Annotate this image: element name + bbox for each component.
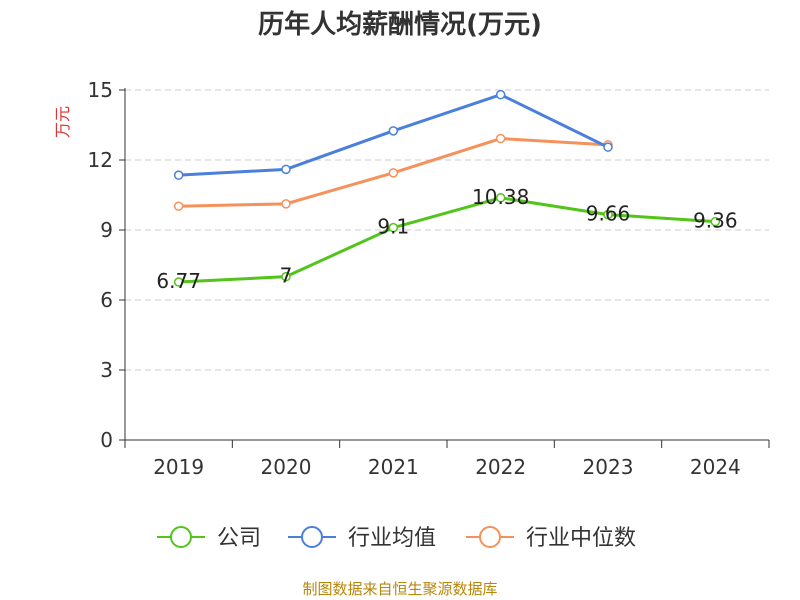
axes: 0 3 6 9 12 15 2019 2020 2021 2022 2023 2024 万元	[53, 78, 770, 479]
legend-label: 行业中位数	[526, 526, 636, 551]
legend-label: 公司	[217, 526, 261, 551]
data-point	[173, 201, 184, 211]
data-point	[388, 168, 399, 178]
y-axis-title: 万元	[53, 106, 72, 138]
legend-swatch-marker	[479, 526, 501, 548]
x-tick-label: 2024	[690, 455, 741, 479]
series-line	[178, 196, 716, 284]
data-point	[173, 277, 184, 287]
legend-swatch-marker	[301, 526, 323, 548]
data-label: 9.66	[586, 202, 631, 226]
y-tick-label: 6	[100, 288, 113, 312]
data-point	[388, 222, 399, 233]
source-note: 制图数据来自恒生聚源数据库	[302, 580, 498, 598]
y-tick-label: 15	[88, 78, 113, 102]
data-point	[281, 199, 291, 209]
data-point	[281, 271, 291, 282]
data-labels: 6.77 7 9.1 10.38 9.66 9.36	[156, 185, 737, 293]
data-point	[388, 126, 399, 136]
data-label: 7	[280, 264, 293, 288]
legend-swatch-marker	[170, 526, 192, 548]
data-point	[495, 133, 506, 144]
legend: 公司 行业均值 行业中位数	[157, 526, 636, 551]
data-point	[173, 170, 184, 180]
series-lines	[173, 89, 721, 287]
data-point	[710, 216, 721, 227]
y-tick-label: 9	[100, 218, 113, 242]
data-label: 9.1	[377, 215, 409, 239]
legend-label: 行业均值	[348, 526, 436, 551]
data-point	[603, 209, 613, 220]
chart-title: 历年人均薪酬情况(万元)	[258, 10, 542, 40]
data-label: 6.77	[156, 269, 201, 293]
y-tick-label: 3	[100, 358, 113, 382]
data-point	[495, 89, 506, 100]
x-tick-label: 2022	[475, 455, 526, 479]
x-tick-label: 2023	[583, 455, 634, 479]
data-point	[281, 164, 291, 175]
data-label: 10.38	[472, 185, 529, 209]
y-tick-label: 12	[88, 148, 113, 172]
data-point	[603, 142, 613, 152]
x-tick-label: 2021	[368, 455, 419, 479]
data-label: 9.36	[693, 209, 738, 233]
x-tick-label: 2019	[153, 455, 204, 479]
data-point	[495, 193, 506, 203]
gridlines	[125, 89, 769, 371]
x-tick-label: 2020	[261, 455, 312, 479]
y-tick-label: 0	[100, 428, 113, 452]
